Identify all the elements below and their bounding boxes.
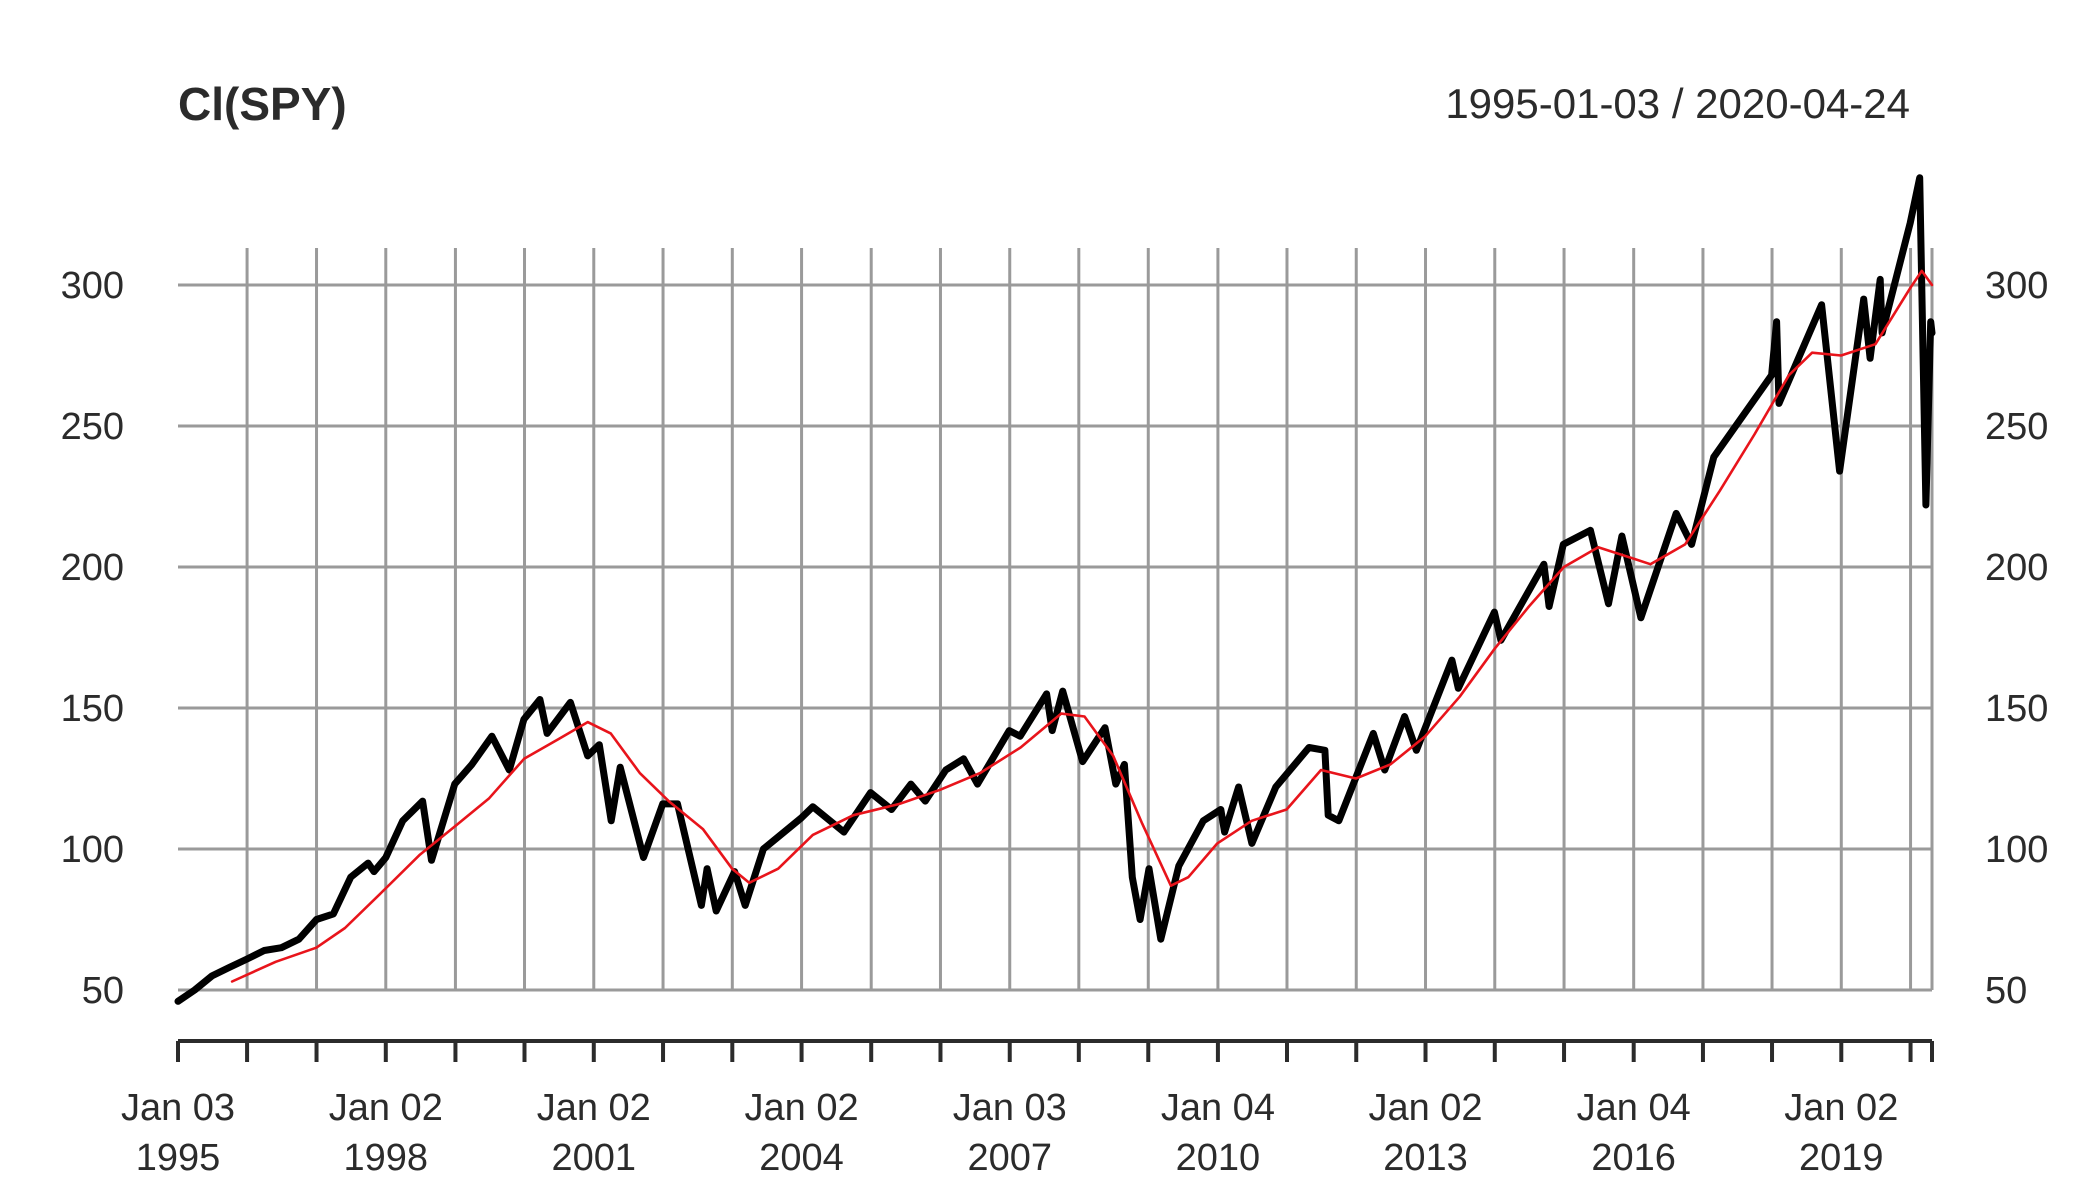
- y-tick-label-left: 300: [61, 265, 124, 307]
- x-tick-label-month: Jan 03: [953, 1087, 1067, 1129]
- y-tick-labels: 50 50 100 100 150 150 200 200 250 250 300 300: [61, 265, 2049, 1012]
- y-tick-label-right: 150: [1985, 688, 2048, 730]
- x-tick-label-month: Jan 04: [1577, 1087, 1691, 1129]
- x-tick-label-year: 1998: [344, 1137, 429, 1179]
- y-tick-label-left: 200: [61, 547, 124, 589]
- x-tick-label-year: 2004: [759, 1137, 844, 1179]
- x-axis: [176, 1039, 1934, 1062]
- x-tick-label-year: 1995: [136, 1137, 221, 1179]
- x-tick-label-month: Jan 03: [121, 1087, 235, 1129]
- x-tick-label-month: Jan 02: [1784, 1087, 1898, 1129]
- y-tick-label-left: 250: [61, 406, 124, 448]
- x-tick-label-year: 2016: [1591, 1137, 1676, 1179]
- series-lines: [174, 174, 1936, 1005]
- x-tick-label-month: Jan 02: [1368, 1087, 1482, 1129]
- x-tick-label-year: 2013: [1383, 1137, 1468, 1179]
- y-tick-label-left: 50: [82, 970, 124, 1012]
- x-tick-label-year: 2010: [1176, 1137, 1261, 1179]
- y-tick-label-right: 250: [1985, 406, 2048, 448]
- x-tick-label-month: Jan 04: [1161, 1087, 1275, 1129]
- x-tick-label-year: 2001: [552, 1137, 637, 1179]
- y-tick-label-right: 100: [1985, 829, 2048, 871]
- x-tick-label-month: Jan 02: [329, 1087, 443, 1129]
- x-tick-label-month: Jan 02: [745, 1087, 859, 1129]
- price-line: [174, 174, 1936, 1005]
- moving-average-line: [230, 269, 1934, 983]
- x-tick-label-year: 2007: [967, 1137, 1052, 1179]
- x-tick-label-month: Jan 02: [537, 1087, 651, 1129]
- x-tick-label-year: 2019: [1799, 1137, 1884, 1179]
- chart-title: Cl(SPY): [178, 78, 347, 130]
- chart-date-range: 1995-01-03 / 2020-04-24: [1445, 80, 1910, 127]
- y-tick-label-left: 150: [61, 688, 124, 730]
- grid: [178, 248, 1934, 992]
- y-tick-label-right: 200: [1985, 547, 2048, 589]
- y-tick-label-left: 100: [61, 829, 124, 871]
- y-tick-label-right: 50: [1985, 970, 2027, 1012]
- x-tick-labels: Jan 03 1995 Jan 02 1998 Jan 02 2001 Jan 02 2004…: [121, 1087, 1898, 1179]
- y-tick-label-right: 300: [1985, 265, 2048, 307]
